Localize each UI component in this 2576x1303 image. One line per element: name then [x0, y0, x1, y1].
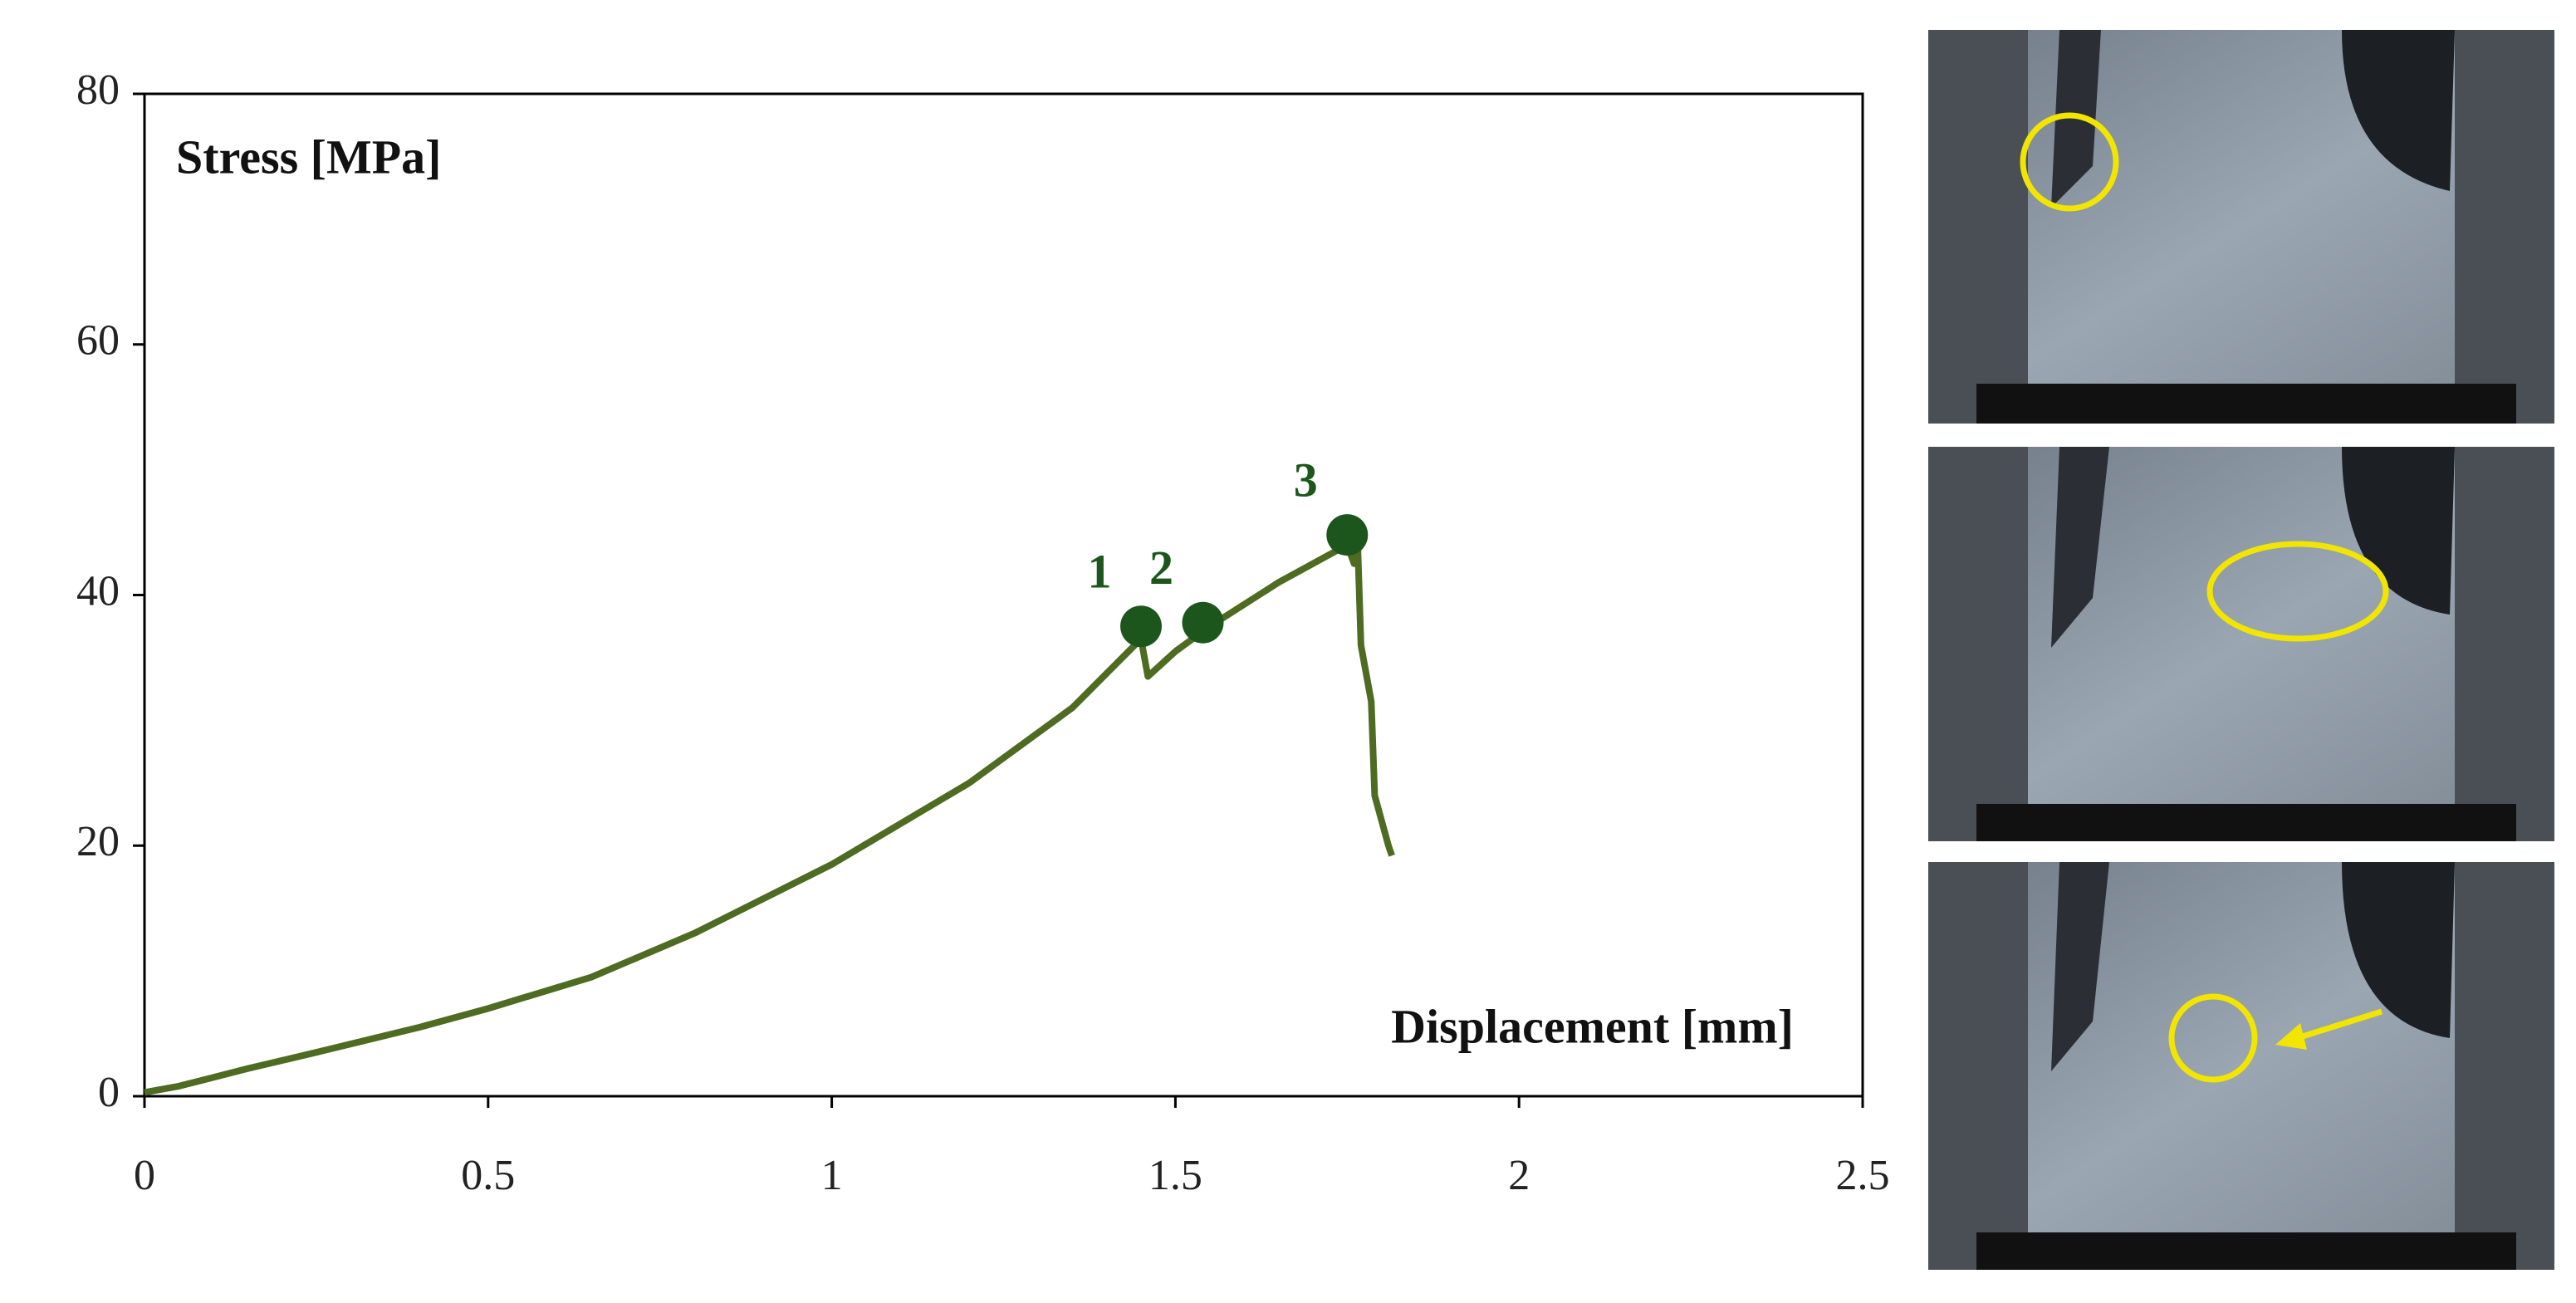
x-tick-label: 2.5 — [1836, 1152, 1890, 1199]
x-tick-label: 2 — [1508, 1152, 1530, 1199]
photo-3 — [1928, 862, 2554, 1270]
y-tick-label: 60 — [76, 317, 120, 365]
photo-panels — [1928, 30, 2554, 1270]
photo-1 — [1928, 30, 2554, 424]
marker — [1326, 514, 1369, 556]
y-axis-label: Stress [MPa] — [176, 130, 441, 184]
x-axis-label: Displacement [mm] — [1391, 999, 1794, 1053]
x-tick-label: 1.5 — [1148, 1152, 1202, 1199]
y-tick-label: 20 — [76, 818, 120, 865]
photo-2 — [1928, 447, 2554, 841]
y-tick-label: 40 — [76, 567, 120, 615]
x-tick-label: 1 — [821, 1152, 843, 1199]
y-tick-label: 80 — [76, 66, 120, 114]
y-tick-label: 0 — [98, 1069, 120, 1116]
marker — [1120, 605, 1163, 648]
plot-frame — [143, 92, 1864, 1098]
x-tick-label: 0 — [134, 1152, 155, 1199]
marker-label: 3 — [1294, 453, 1318, 507]
marker-label: 2 — [1149, 541, 1173, 595]
x-tick-label: 0.5 — [461, 1152, 515, 1199]
marker-label: 1 — [1088, 545, 1112, 599]
marker — [1182, 601, 1224, 644]
